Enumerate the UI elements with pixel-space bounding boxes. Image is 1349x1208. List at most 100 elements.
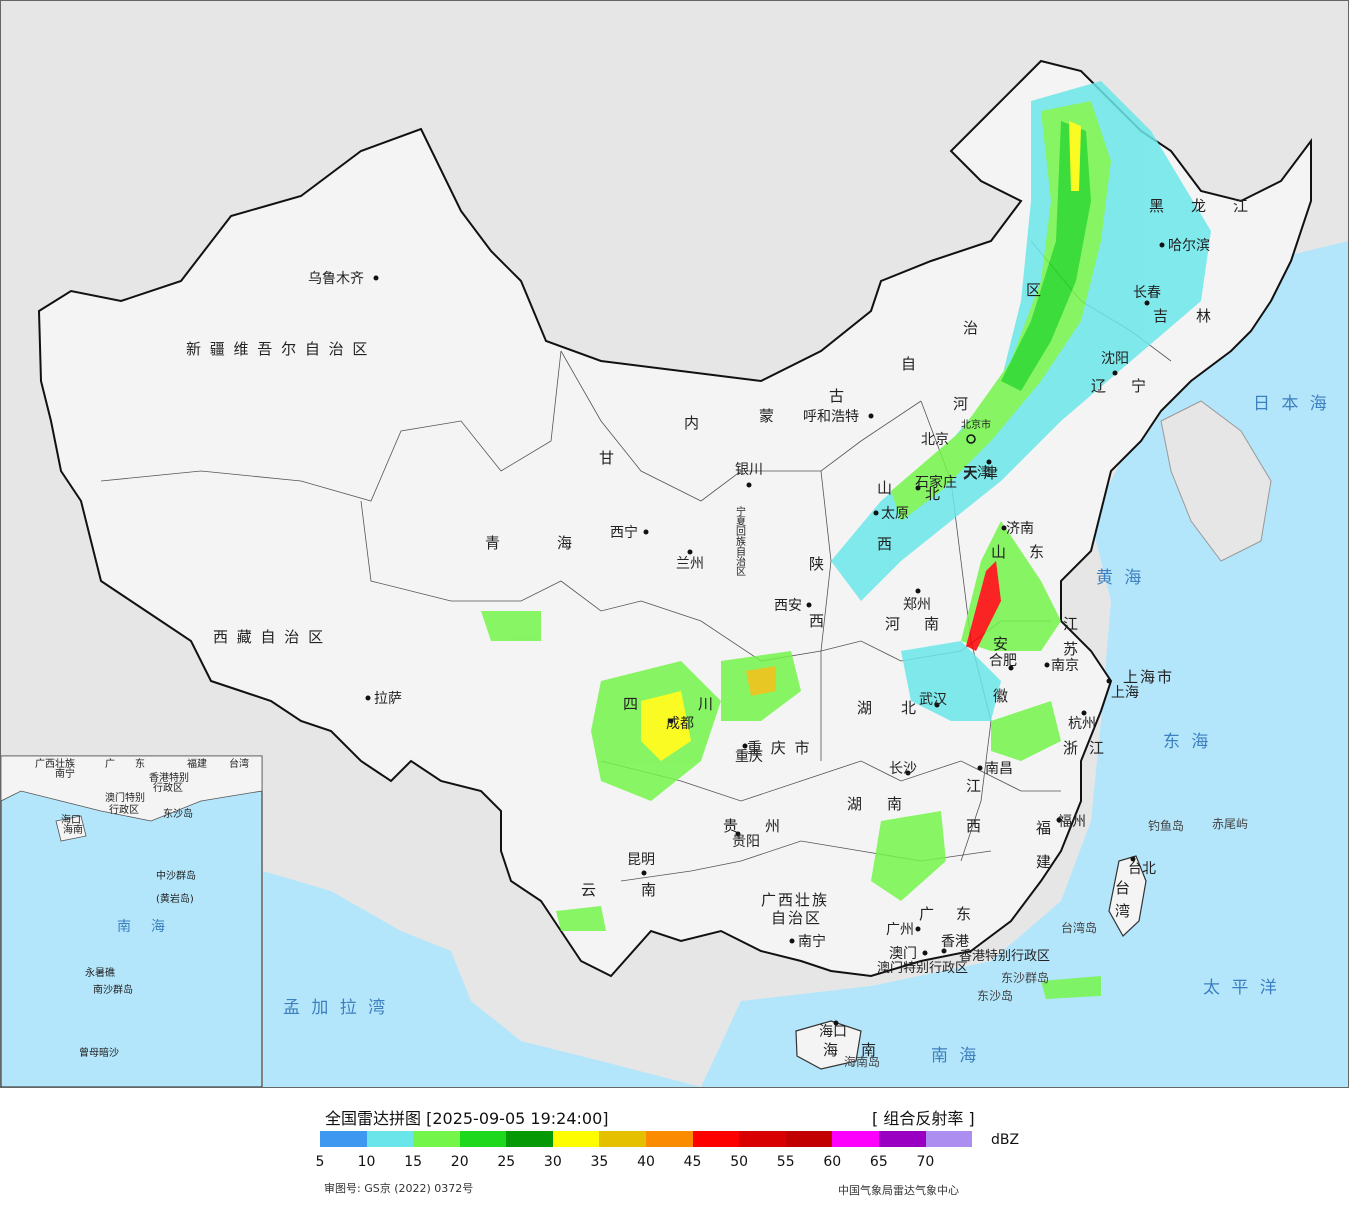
label-qu: 区 — [1026, 281, 1043, 299]
svg-text:海: 海 — [151, 919, 168, 935]
city-nanchang: 南昌 — [985, 761, 1013, 777]
label-ning-ln: 宁 — [1131, 377, 1148, 395]
city-labels: 乌鲁木齐 拉萨 西宁 兰州 银川 呼和浩特 北京 天津 石家庄 太原 济南 郑州… — [308, 238, 1210, 1040]
label-wan: 湾 — [1115, 902, 1132, 920]
label-jiang-js: 江 — [1063, 615, 1080, 633]
label-dong-gd: 东 — [956, 905, 973, 923]
legend-swatch — [413, 1131, 460, 1147]
label-macau-sar: 澳门特别行政区 — [877, 960, 968, 976]
label-guangxi: 广西壮族 — [761, 891, 829, 909]
label-nan-yn: 南 — [641, 881, 658, 899]
legend-color-bar — [320, 1131, 973, 1147]
legend-tick-label: 35 — [590, 1154, 609, 1170]
svg-text:海南: 海南 — [63, 823, 83, 836]
label-gan: 甘 — [599, 449, 616, 467]
label-fu: 福 — [1036, 819, 1053, 837]
svg-text:(黄岩岛): (黄岩岛) — [156, 892, 194, 905]
city-zhengzhou: 郑州 — [903, 597, 931, 613]
island-labels: 钓鱼岛 赤尾屿 台湾岛 东沙群岛 东沙岛 海南岛 — [844, 817, 1248, 1069]
legend-tick-label: 40 — [637, 1154, 655, 1170]
svg-text:广: 广 — [105, 758, 115, 770]
label-jiang-zj: 江 — [1089, 739, 1106, 757]
radar-map: 新 疆 维 吾 尔 自 治 区 西 藏 自 治 区 青 海 甘 内 蒙 古 自 … — [0, 0, 1349, 1088]
isl-diaoyu: 钓鱼岛 — [1148, 818, 1184, 833]
province-labels: 新 疆 维 吾 尔 自 治 区 西 藏 自 治 区 青 海 甘 内 蒙 古 自 … — [186, 197, 1250, 1059]
legend-tick-label: 20 — [450, 1154, 469, 1170]
legend-swatch — [506, 1131, 553, 1147]
sea-east-china: 东 海 — [1163, 732, 1211, 752]
city-guiyang: 贵阳 — [732, 834, 760, 850]
label-zi: 自 — [901, 355, 918, 373]
svg-text:中沙群岛: 中沙群岛 — [156, 869, 196, 882]
legend-unit: dBZ — [991, 1132, 1020, 1148]
label-jiang-hlj: 江 — [1233, 197, 1250, 215]
svg-text:永暑礁: 永暑礁 — [85, 966, 115, 979]
label-dong-sd: 东 — [1029, 543, 1046, 561]
hainan-island — [795, 1020, 862, 1070]
legend-swatch — [599, 1131, 647, 1147]
city-beijing: 北京 — [921, 432, 949, 448]
isl-dongsha-qundao: 东沙群岛 — [1001, 970, 1049, 985]
label-he-hen: 河 — [885, 615, 902, 633]
city-xian: 西安 — [774, 598, 802, 614]
svg-text:东: 东 — [135, 757, 145, 770]
sea-pacific: 太 平 洋 — [1203, 978, 1280, 998]
legend-tick-label: 65 — [869, 1154, 888, 1170]
label-xi-jx: 西 — [966, 817, 983, 835]
legend-tick-label: 30 — [543, 1154, 562, 1170]
city-jinan: 济南 — [1006, 521, 1034, 537]
city-shanghai: 上海 — [1111, 685, 1139, 701]
isl-taiwan: 台湾岛 — [1061, 920, 1097, 935]
label-hu-hn: 湖 — [847, 795, 864, 813]
legend-swatch — [878, 1131, 926, 1147]
svg-text:福建: 福建 — [187, 757, 207, 770]
label-qing: 青 — [485, 534, 502, 552]
label-guang-gd: 广 — [919, 905, 936, 923]
legend-tick-label: 60 — [823, 1154, 842, 1170]
sea-japan: 日 本 海 — [1253, 394, 1330, 414]
label-zhou: 州 — [765, 817, 782, 835]
legend-source: 中国气象局雷达气象中心 — [838, 1184, 959, 1197]
label-long: 龙 — [1191, 197, 1208, 215]
sea-bay-of-bengal: 孟 加 拉 湾 — [283, 998, 388, 1018]
label-hei: 黑 — [1149, 197, 1166, 215]
label-liao: 辽 — [1091, 377, 1108, 395]
legend-swatch — [692, 1131, 740, 1147]
label-shan-sd: 山 — [991, 543, 1008, 561]
south-china-sea-inset — [1, 755, 263, 1087]
label-xi-shaan: 西 — [809, 612, 826, 630]
label-yun: 云 — [581, 881, 598, 899]
city-macau: 澳门 — [889, 946, 917, 962]
label-xi-sx: 西 — [877, 535, 894, 553]
label-jiang-jx: 江 — [966, 777, 983, 795]
city-nanning: 南宁 — [798, 933, 826, 950]
label-shan-sx: 山 — [877, 479, 894, 497]
label-tibet: 西 藏 自 治 区 — [213, 628, 325, 646]
legend-tick-label: 55 — [776, 1154, 795, 1170]
legend-swatch — [832, 1131, 879, 1147]
label-ningxia: 宁夏回族自治区 — [734, 505, 746, 576]
radar-echoes — [481, 81, 1211, 999]
legend-tick-label: 70 — [916, 1154, 935, 1170]
legend-swatch — [320, 1131, 367, 1147]
legend-panel: 全国雷达拼图 [2025-09-05 19:24:00] [ 组合反射率 ] d… — [0, 1088, 1349, 1208]
legend-swatch — [459, 1131, 507, 1147]
city-hongkong: 香港 — [941, 934, 969, 950]
svg-text:香港特别: 香港特别 — [149, 772, 189, 784]
legend-swatch — [925, 1131, 973, 1147]
inset-labels: 广西壮族 广 东 福建 台湾 南宁 海口 香港特别 澳门特别 行政区 行政区 东… — [35, 757, 249, 1059]
svg-text:曾母暗沙: 曾母暗沙 — [79, 1046, 119, 1059]
svg-text:东沙岛: 东沙岛 — [163, 807, 193, 820]
city-wuhan: 武汉 — [919, 692, 947, 708]
label-gui: 贵 — [723, 817, 740, 835]
sar-labels: 香港特别行政区 澳门特别行政区 — [877, 949, 1050, 976]
label-hai-hn: 海 — [823, 1041, 840, 1059]
label-jian: 建 — [1036, 853, 1053, 871]
taiwan-island — [1108, 855, 1147, 937]
ocean-bay-of-bengal — [263, 871, 701, 1087]
label-gu: 古 — [829, 387, 846, 405]
legend-approval: 审图号: GS京 (2022) 0372号 — [324, 1182, 474, 1195]
label-hui: 徽 — [993, 687, 1010, 705]
label-chongqing: 重 庆 市 — [747, 739, 812, 757]
label-zhe: 浙 — [1063, 739, 1080, 757]
